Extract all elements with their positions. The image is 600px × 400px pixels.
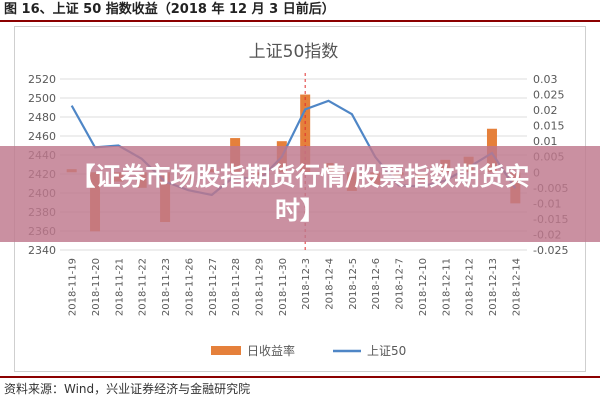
x-tick-label: 2018-11-30 <box>278 258 289 316</box>
y-left-tick-label: 2340 <box>28 244 56 257</box>
y-right-tick-label: 0.03 <box>533 73 558 86</box>
y-left-tick-label: 2500 <box>28 92 56 105</box>
x-tick-label: 2018-12-14 <box>511 258 522 316</box>
x-tick-label: 2018-12-11 <box>441 258 452 316</box>
y-right-tick-label: 0.02 <box>533 104 558 117</box>
x-tick-label: 2018-12-6 <box>371 258 382 310</box>
x-tick-label: 2018-11-19 <box>68 258 79 316</box>
legend-label-line: 上证50 <box>367 344 406 358</box>
overlay-banner: 【证券市场股指期货行情/股票指数期货实时】 <box>0 146 600 242</box>
x-tick-label: 2018-11-22 <box>138 258 149 316</box>
y-left-tick-label: 2460 <box>28 130 56 143</box>
x-tick-label: 2018-11-27 <box>208 258 219 316</box>
x-tick-label: 2018-12-4 <box>325 258 336 310</box>
y-right-tick-label: -0.025 <box>533 244 568 257</box>
x-tick-label: 2018-11-20 <box>91 258 102 316</box>
x-tick-label: 2018-12-5 <box>348 258 359 310</box>
x-tick-label: 2018-12-12 <box>465 258 476 316</box>
figure-caption: 图 16、上证 50 指数收益（2018 年 12 月 3 日前后） <box>0 0 600 22</box>
x-tick-label: 2018-11-29 <box>254 258 265 316</box>
y-right-tick-label: 0.01 <box>533 135 558 148</box>
legend-label-bar: 日收益率 <box>247 343 295 358</box>
x-tick-label: 2018-12-13 <box>488 258 499 316</box>
x-tick-label: 2018-11-28 <box>231 258 242 316</box>
x-tick-label: 2018-12-10 <box>418 258 429 316</box>
x-tick-label: 2018-11-21 <box>114 258 125 316</box>
y-right-tick-label: 0.015 <box>533 120 565 133</box>
x-tick-label: 2018-12-3 <box>301 258 312 310</box>
x-tick-label: 2018-11-26 <box>184 258 195 316</box>
legend-swatch-bar <box>211 346 241 355</box>
y-left-tick-label: 2520 <box>28 73 56 86</box>
source-note: 资料来源：Wind，兴业证券经济与金融研究院 <box>0 376 600 400</box>
chart-title: 上证50指数 <box>249 42 339 62</box>
x-tick-label: 2018-12-7 <box>395 258 406 310</box>
banner-text: 【证券市场股指期货行情/股票指数期货实时】 <box>70 162 530 225</box>
y-right-tick-label: 0.025 <box>533 89 565 102</box>
x-tick-label: 2018-11-23 <box>161 258 172 316</box>
y-left-tick-label: 2480 <box>28 111 56 124</box>
